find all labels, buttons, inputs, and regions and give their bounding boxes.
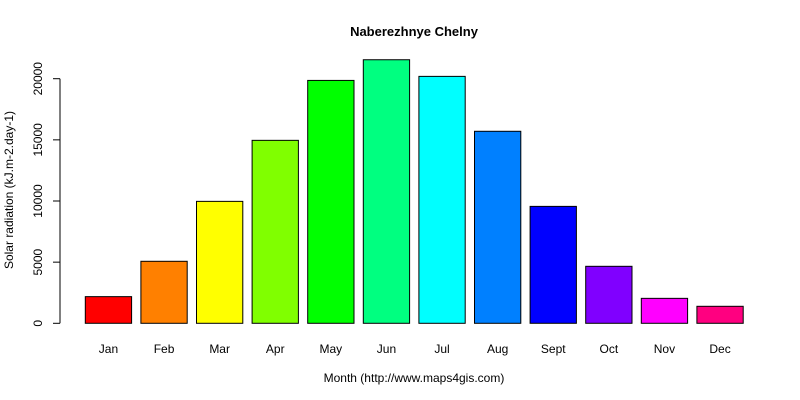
- bar-mar: [196, 200, 244, 324]
- x-tick-labels: Jan Feb Mar Apr May Jun Jul Aug Sept Oct Nov Dec: [99, 342, 731, 356]
- bar-feb: [140, 260, 188, 324]
- bar-may: [307, 79, 355, 324]
- bar-nov: [640, 297, 689, 324]
- x-tick-label: Oct: [600, 342, 619, 356]
- x-tick-label: Jan: [99, 342, 118, 356]
- bar-jun: [362, 59, 411, 324]
- y-tick-label: 5000: [31, 248, 45, 275]
- chart-title: Naberezhnye Chelny: [350, 24, 479, 39]
- bar-dec: [696, 305, 744, 324]
- y-axis-label: Solar radiation (kJ.m-2.day-1): [2, 111, 16, 269]
- x-tick-label: Dec: [709, 342, 730, 356]
- x-tick-label: May: [320, 342, 343, 356]
- x-axis-label: Month (http://www.maps4gis.com): [324, 371, 505, 385]
- bar-jan: [84, 296, 133, 324]
- x-tick-label: Aug: [487, 342, 508, 356]
- bar-aug: [474, 130, 522, 324]
- bar-oct: [585, 265, 633, 324]
- y-axis: 0 5000 10000 15000 20000: [31, 62, 61, 327]
- bar-sept: [529, 205, 577, 324]
- y-tick-label: 20000: [31, 62, 45, 96]
- x-tick-label: Jun: [377, 342, 396, 356]
- bar-jul: [418, 75, 466, 324]
- y-tick-label: 10000: [31, 184, 45, 218]
- x-tick-label: Jul: [434, 342, 449, 356]
- bar-apr: [251, 139, 299, 324]
- y-tick-label: 0: [31, 320, 45, 327]
- x-tick-label: Mar: [209, 342, 230, 356]
- bars: [84, 59, 744, 324]
- x-tick-label: Sept: [541, 342, 566, 356]
- x-tick-label: Feb: [154, 342, 175, 356]
- x-tick-label: Apr: [266, 342, 285, 356]
- y-tick-label: 15000: [31, 123, 45, 157]
- x-tick-label: Nov: [654, 342, 675, 356]
